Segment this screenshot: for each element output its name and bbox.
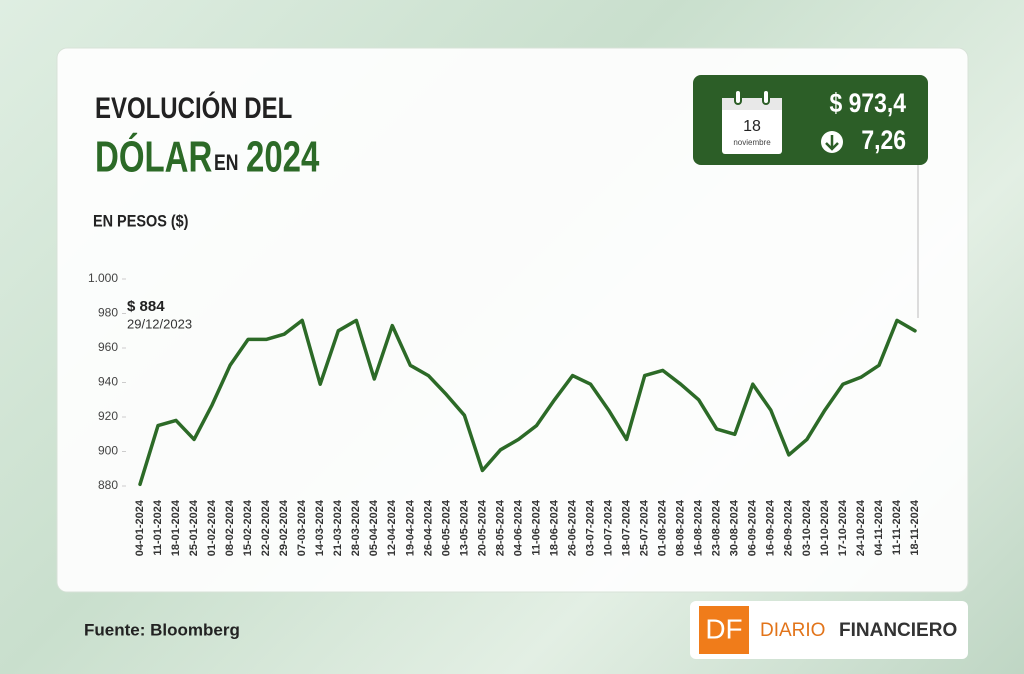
x-tick-label: 26-06-2024 bbox=[566, 499, 578, 556]
down-arrow bbox=[825, 135, 839, 151]
calendar-ring bbox=[734, 89, 742, 105]
brand-logo-bg bbox=[699, 606, 749, 654]
x-tick-label: 26-04-2024 bbox=[422, 499, 434, 556]
x-tick-label: 19-04-2024 bbox=[404, 499, 416, 556]
x-tick-label: 05-04-2024 bbox=[368, 499, 380, 556]
x-tick-label: 23-08-2024 bbox=[711, 499, 723, 556]
x-tick-label: 06-05-2024 bbox=[440, 499, 452, 556]
annotation-label: $ 884 bbox=[127, 298, 165, 315]
badge-day: 18 bbox=[743, 118, 761, 135]
y-tick-label: 940 bbox=[98, 375, 118, 389]
source: Fuente: Bloomberg bbox=[84, 620, 240, 639]
x-tick-label: 01-02-2024 bbox=[206, 499, 218, 556]
title-year: 2024 bbox=[246, 133, 320, 182]
x-tick-label: 18-06-2024 bbox=[548, 499, 560, 556]
calendar-ring bbox=[762, 89, 770, 105]
x-tick-label: 18-11-2024 bbox=[909, 499, 921, 556]
x-tick-label: 08-08-2024 bbox=[675, 499, 687, 556]
x-tick-label: 22-02-2024 bbox=[260, 499, 272, 556]
x-tick-label: 18-01-2024 bbox=[170, 499, 182, 556]
brand-name2: FINANCIERO bbox=[839, 620, 957, 641]
x-tick-label: 13-05-2024 bbox=[458, 499, 470, 556]
x-tick-label: 15-02-2024 bbox=[242, 499, 254, 556]
y-tick-label: 900 bbox=[98, 444, 118, 458]
brand-box bbox=[690, 601, 968, 659]
y-tick-label: 920 bbox=[98, 409, 118, 423]
x-tick-label: 01-08-2024 bbox=[657, 499, 669, 556]
badge-change: 7,26 bbox=[861, 125, 906, 155]
y-tick-label: 960 bbox=[98, 340, 118, 354]
calendar-icon bbox=[722, 98, 782, 154]
x-tick-label: 04-06-2024 bbox=[512, 499, 524, 556]
x-tick-label: 17-10-2024 bbox=[837, 499, 849, 556]
annotation-date: 29/12/2023 bbox=[127, 316, 192, 331]
x-tick-label: 08-02-2024 bbox=[224, 499, 236, 556]
x-tick-label: 10-10-2024 bbox=[819, 499, 831, 556]
y-tick-label: 980 bbox=[98, 306, 118, 320]
x-tick-label: 11-01-2024 bbox=[152, 499, 164, 556]
x-tick-label: 20-05-2024 bbox=[476, 499, 488, 556]
x-tick-label: 25-01-2024 bbox=[188, 499, 200, 556]
badge-price: $ 973,4 bbox=[829, 88, 906, 118]
brand-name1: DIARIO bbox=[760, 620, 825, 641]
x-tick-label: 06-09-2024 bbox=[747, 499, 759, 556]
x-tick-label: 04-01-2024 bbox=[134, 499, 146, 556]
calendar-top bbox=[722, 98, 782, 110]
x-tick-label: 07-03-2024 bbox=[296, 499, 308, 556]
title-line1: EVOLUCIÓN DEL bbox=[95, 90, 292, 124]
x-tick-label: 21-03-2024 bbox=[332, 499, 344, 556]
x-tick-label: 11-11-2024 bbox=[891, 499, 903, 555]
x-tick-label: 14-03-2024 bbox=[314, 499, 326, 556]
x-tick-label: 24-10-2024 bbox=[855, 499, 867, 556]
x-tick-label: 16-08-2024 bbox=[693, 499, 705, 556]
title-dolar: DÓLAR bbox=[95, 132, 212, 182]
x-tick-label: 04-11-2024 bbox=[873, 499, 885, 556]
x-tick-label: 18-07-2024 bbox=[621, 499, 633, 556]
x-tick-label: 28-03-2024 bbox=[350, 499, 362, 556]
x-tick-label: 25-07-2024 bbox=[639, 499, 651, 556]
x-tick-label: 11-06-2024 bbox=[530, 499, 542, 556]
y-tick-label: 880 bbox=[98, 478, 118, 492]
badge-month: noviembre bbox=[733, 138, 771, 147]
x-tick-label: 03-07-2024 bbox=[584, 499, 596, 556]
x-tick-label: 03-10-2024 bbox=[801, 499, 813, 556]
brand-logo: DF bbox=[705, 613, 742, 644]
x-tick-label: 29-02-2024 bbox=[278, 499, 290, 556]
price-line bbox=[138, 318, 917, 487]
x-tick-label: 10-07-2024 bbox=[603, 499, 615, 556]
x-tick-label: 30-08-2024 bbox=[729, 499, 741, 556]
x-tick-label: 16-09-2024 bbox=[765, 499, 777, 556]
y-tick-label: 1.000 bbox=[88, 271, 118, 285]
x-tick-label: 28-05-2024 bbox=[494, 499, 506, 556]
title-en: EN bbox=[214, 151, 238, 175]
x-tick-label: 26-09-2024 bbox=[783, 499, 795, 556]
x-tick-label: 12-04-2024 bbox=[386, 499, 398, 556]
subtitle: EN PESOS ($) bbox=[93, 212, 188, 230]
card bbox=[56, 47, 969, 593]
